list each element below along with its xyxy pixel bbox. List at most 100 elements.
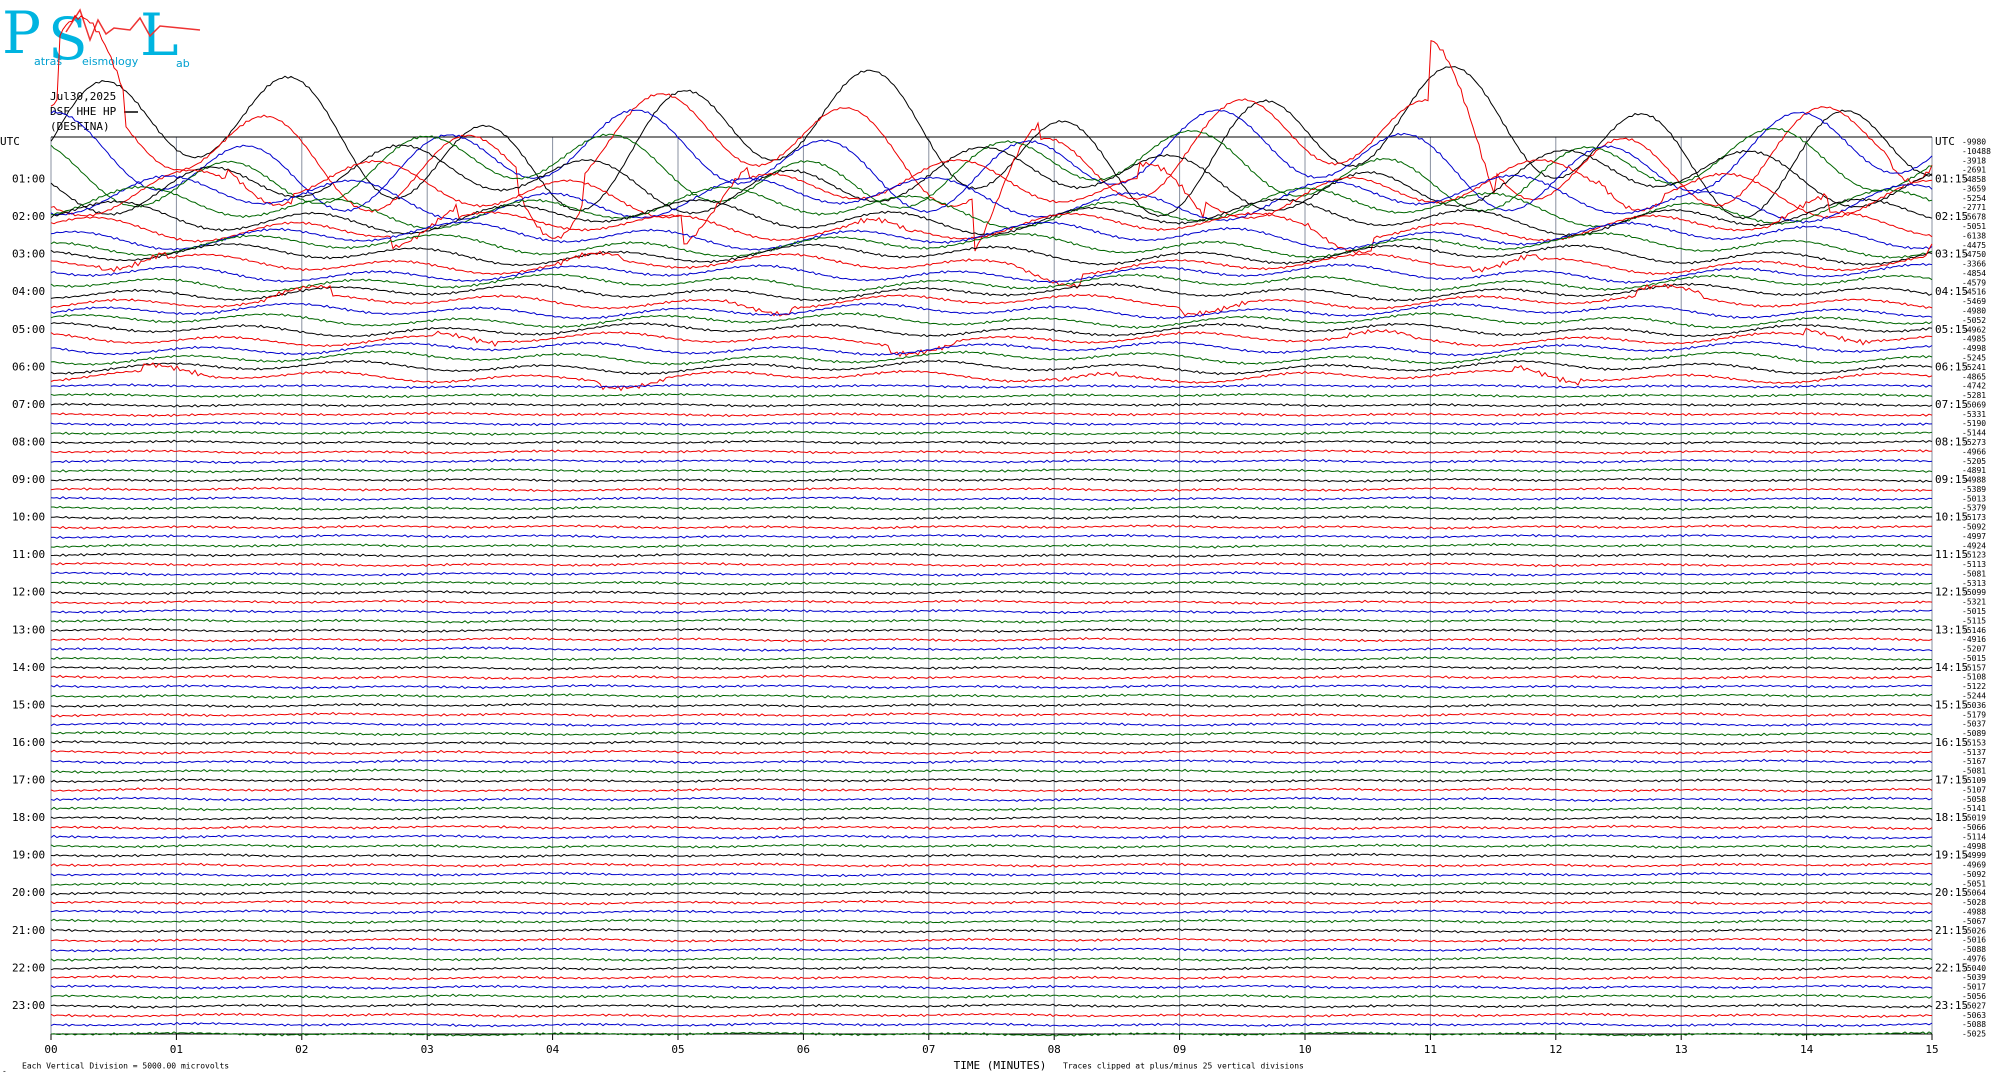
trace-offset: -5088 xyxy=(1962,1020,1986,1029)
scale-note: Each Vertical Division = 5000.00 microvo… xyxy=(22,1062,229,1071)
left-hour-label: 08:00 xyxy=(12,435,45,448)
trace xyxy=(50,852,1933,859)
left-hour-label: 15:00 xyxy=(12,698,45,711)
trace xyxy=(50,909,1933,915)
trace xyxy=(50,197,1933,237)
trace-offset: -4966 xyxy=(1962,447,1986,456)
trace xyxy=(50,993,1933,1000)
trace xyxy=(50,1012,1933,1019)
trace-offset: -4924 xyxy=(1962,541,1986,550)
trace xyxy=(50,918,1933,925)
trace-offset: -5321 xyxy=(1962,598,1986,607)
trace xyxy=(50,402,1933,408)
left-hour-label: 12:00 xyxy=(12,586,45,599)
trace xyxy=(50,702,1933,709)
left-hour-label: 10:00 xyxy=(12,511,45,524)
trace-offset: -5088 xyxy=(1962,945,1986,954)
trace-offset: -5113 xyxy=(1962,560,1986,569)
trace-offset: -5015 xyxy=(1962,654,1986,663)
trace xyxy=(50,646,1933,652)
trace xyxy=(50,928,1933,934)
trace-offset: -5051 xyxy=(1962,222,1986,231)
right-hour-label: 13:15 xyxy=(1935,623,1968,636)
trace xyxy=(50,815,1933,821)
trace xyxy=(50,359,1933,376)
trace-offset: -5678 xyxy=(1962,213,1986,222)
trace xyxy=(50,533,1933,540)
x-tick-label: 09 xyxy=(1173,1043,1186,1056)
trace xyxy=(50,302,1933,320)
trace-offset: -6138 xyxy=(1962,231,1986,240)
right-hour-label: 17:15 xyxy=(1935,774,1968,787)
left-hour-label: 02:00 xyxy=(12,210,45,223)
trace xyxy=(50,636,1933,643)
trace xyxy=(50,192,1933,255)
right-hour-label: 19:15 xyxy=(1935,849,1968,862)
right-hour-label: 21:15 xyxy=(1935,924,1968,937)
x-tick-label: 07 xyxy=(922,1043,935,1056)
logo-subtext: atras xyxy=(34,55,62,68)
trace xyxy=(50,109,1933,213)
trace xyxy=(50,796,1933,803)
x-tick-label: 14 xyxy=(1800,1043,1814,1056)
trace-offset: -3366 xyxy=(1962,260,1986,269)
trace xyxy=(50,231,1933,259)
right-hour-label: 04:15 xyxy=(1935,285,1968,298)
trace-offset: -4997 xyxy=(1962,532,1986,541)
x-tick-label: 13 xyxy=(1675,1043,1688,1056)
left-hour-label: 22:00 xyxy=(12,961,45,974)
right-hour-label: 01:15 xyxy=(1935,173,1968,186)
trace-offset: -5027 xyxy=(1962,1001,1986,1010)
trace-offset: -5173 xyxy=(1962,513,1986,522)
trace xyxy=(50,805,1933,812)
left-hour-label: 06:00 xyxy=(12,360,45,373)
right-hour-label: 23:15 xyxy=(1935,999,1968,1012)
trace xyxy=(50,580,1933,586)
trace-offset: -10488 xyxy=(1962,147,1991,156)
trace xyxy=(50,946,1933,953)
left-hour-label: 07:00 xyxy=(12,398,45,411)
left-hour-label: 16:00 xyxy=(12,736,45,749)
trace xyxy=(50,570,1933,577)
trace xyxy=(50,362,1933,392)
trace-offset: -5108 xyxy=(1962,673,1986,682)
trace xyxy=(50,693,1933,700)
trace-offset: -4891 xyxy=(1962,466,1986,475)
trace-offset: -4976 xyxy=(1962,954,1986,963)
trace xyxy=(50,477,1933,483)
trace xyxy=(50,496,1933,502)
trace xyxy=(50,322,1933,338)
trace xyxy=(50,159,1933,245)
trace xyxy=(50,430,1933,437)
trace-offset: -5207 xyxy=(1962,645,1986,654)
trace xyxy=(50,758,1933,765)
trace-offset: -5469 xyxy=(1962,297,1986,306)
traces xyxy=(50,14,1933,1037)
x-tick-label: 05 xyxy=(671,1043,684,1056)
trace-offset: -4854 xyxy=(1962,269,1986,278)
trace xyxy=(50,411,1933,418)
logo-subtext: eismology xyxy=(82,55,139,68)
trace-offset: -5039 xyxy=(1962,973,1986,982)
trace-offset: -5167 xyxy=(1962,757,1986,766)
trace xyxy=(50,467,1933,474)
trace-offset: -3918 xyxy=(1962,156,1986,165)
trace xyxy=(50,561,1933,568)
trace-offset: -5067 xyxy=(1962,917,1986,926)
right-hour-label: 16:15 xyxy=(1935,736,1968,749)
right-hour-label: UTC xyxy=(1935,135,1955,148)
trace-offset: -5146 xyxy=(1962,626,1986,635)
x-tick-label: 03 xyxy=(421,1043,434,1056)
x-tick-label: 15 xyxy=(1925,1043,1938,1056)
trace xyxy=(50,683,1933,690)
left-hour-label: 18:00 xyxy=(12,811,45,824)
trace xyxy=(50,862,1933,868)
trace xyxy=(50,711,1933,718)
right-hour-label: 09:15 xyxy=(1935,473,1968,486)
trace-offset: -5379 xyxy=(1962,504,1986,513)
trace-offset: -5141 xyxy=(1962,804,1986,813)
trace xyxy=(50,937,1933,943)
trace-offset: -5081 xyxy=(1962,767,1986,776)
trace-offset: -5144 xyxy=(1962,429,1986,438)
scale-mark: - xyxy=(2,1067,7,1076)
